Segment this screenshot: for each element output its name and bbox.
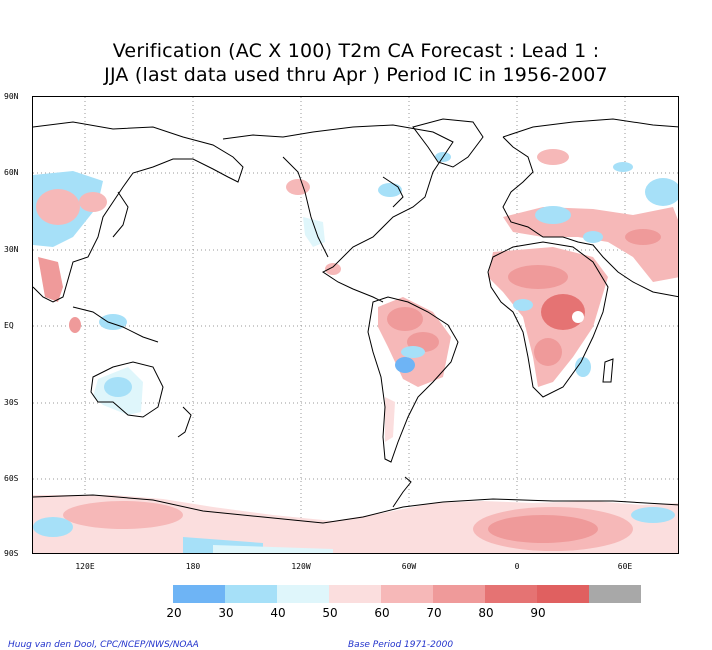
legend-swatch-below-20 [173,585,225,603]
lon-label-60e: 60E [617,562,633,571]
skill-shading [33,149,678,553]
lon-label-0: 0 [514,562,520,571]
legend-label: 30 [218,606,234,620]
lat-label-60s: 60S [4,474,19,483]
color-legend [173,585,641,603]
lon-label-180: 180 [185,562,201,571]
lat-label-30s: 30S [4,398,19,407]
map-title-line-1: Verification (AC X 100) T2m CA Forecast … [112,40,600,62]
legend-label: 60 [374,606,390,620]
legend-swatch-40-50 [329,585,381,603]
legend-label: 50 [322,606,338,620]
legend-label: 70 [426,606,442,620]
map-title-line-2: JJA (last data used thru Apr ) Period IC… [104,64,608,86]
legend-swatch-60-70 [433,585,485,603]
lon-label-60w: 60W [401,562,417,571]
legend-swatch-30-40 [277,585,329,603]
world-map [32,96,679,554]
legend-swatch-20-30 [225,585,277,603]
legend-label: 90 [530,606,546,620]
lat-label-90s: 90S [4,549,19,558]
credit-author: Huug van den Dool, CPC/NCEP/NWS/NOAA [8,640,199,650]
legend-swatch-above-90 [589,585,641,603]
legend-swatch-50-60 [381,585,433,603]
lat-label-30n: 30N [4,245,19,254]
legend-label: 20 [166,606,182,620]
legend-label: 80 [478,606,494,620]
lat-label-eq: EQ [4,321,14,330]
lat-label-60n: 60N [4,168,19,177]
coastlines [33,118,678,524]
credit-base-period: Base Period 1971-2000 [348,640,454,650]
lat-label-90n: 90N [4,92,19,101]
legend-swatch-80-90 [537,585,589,603]
map-canvas [33,97,678,553]
legend-label: 40 [270,606,286,620]
lon-label-120w: 120W [291,562,311,571]
lon-label-120e: 120E [75,562,95,571]
legend-swatch-70-80 [485,585,537,603]
